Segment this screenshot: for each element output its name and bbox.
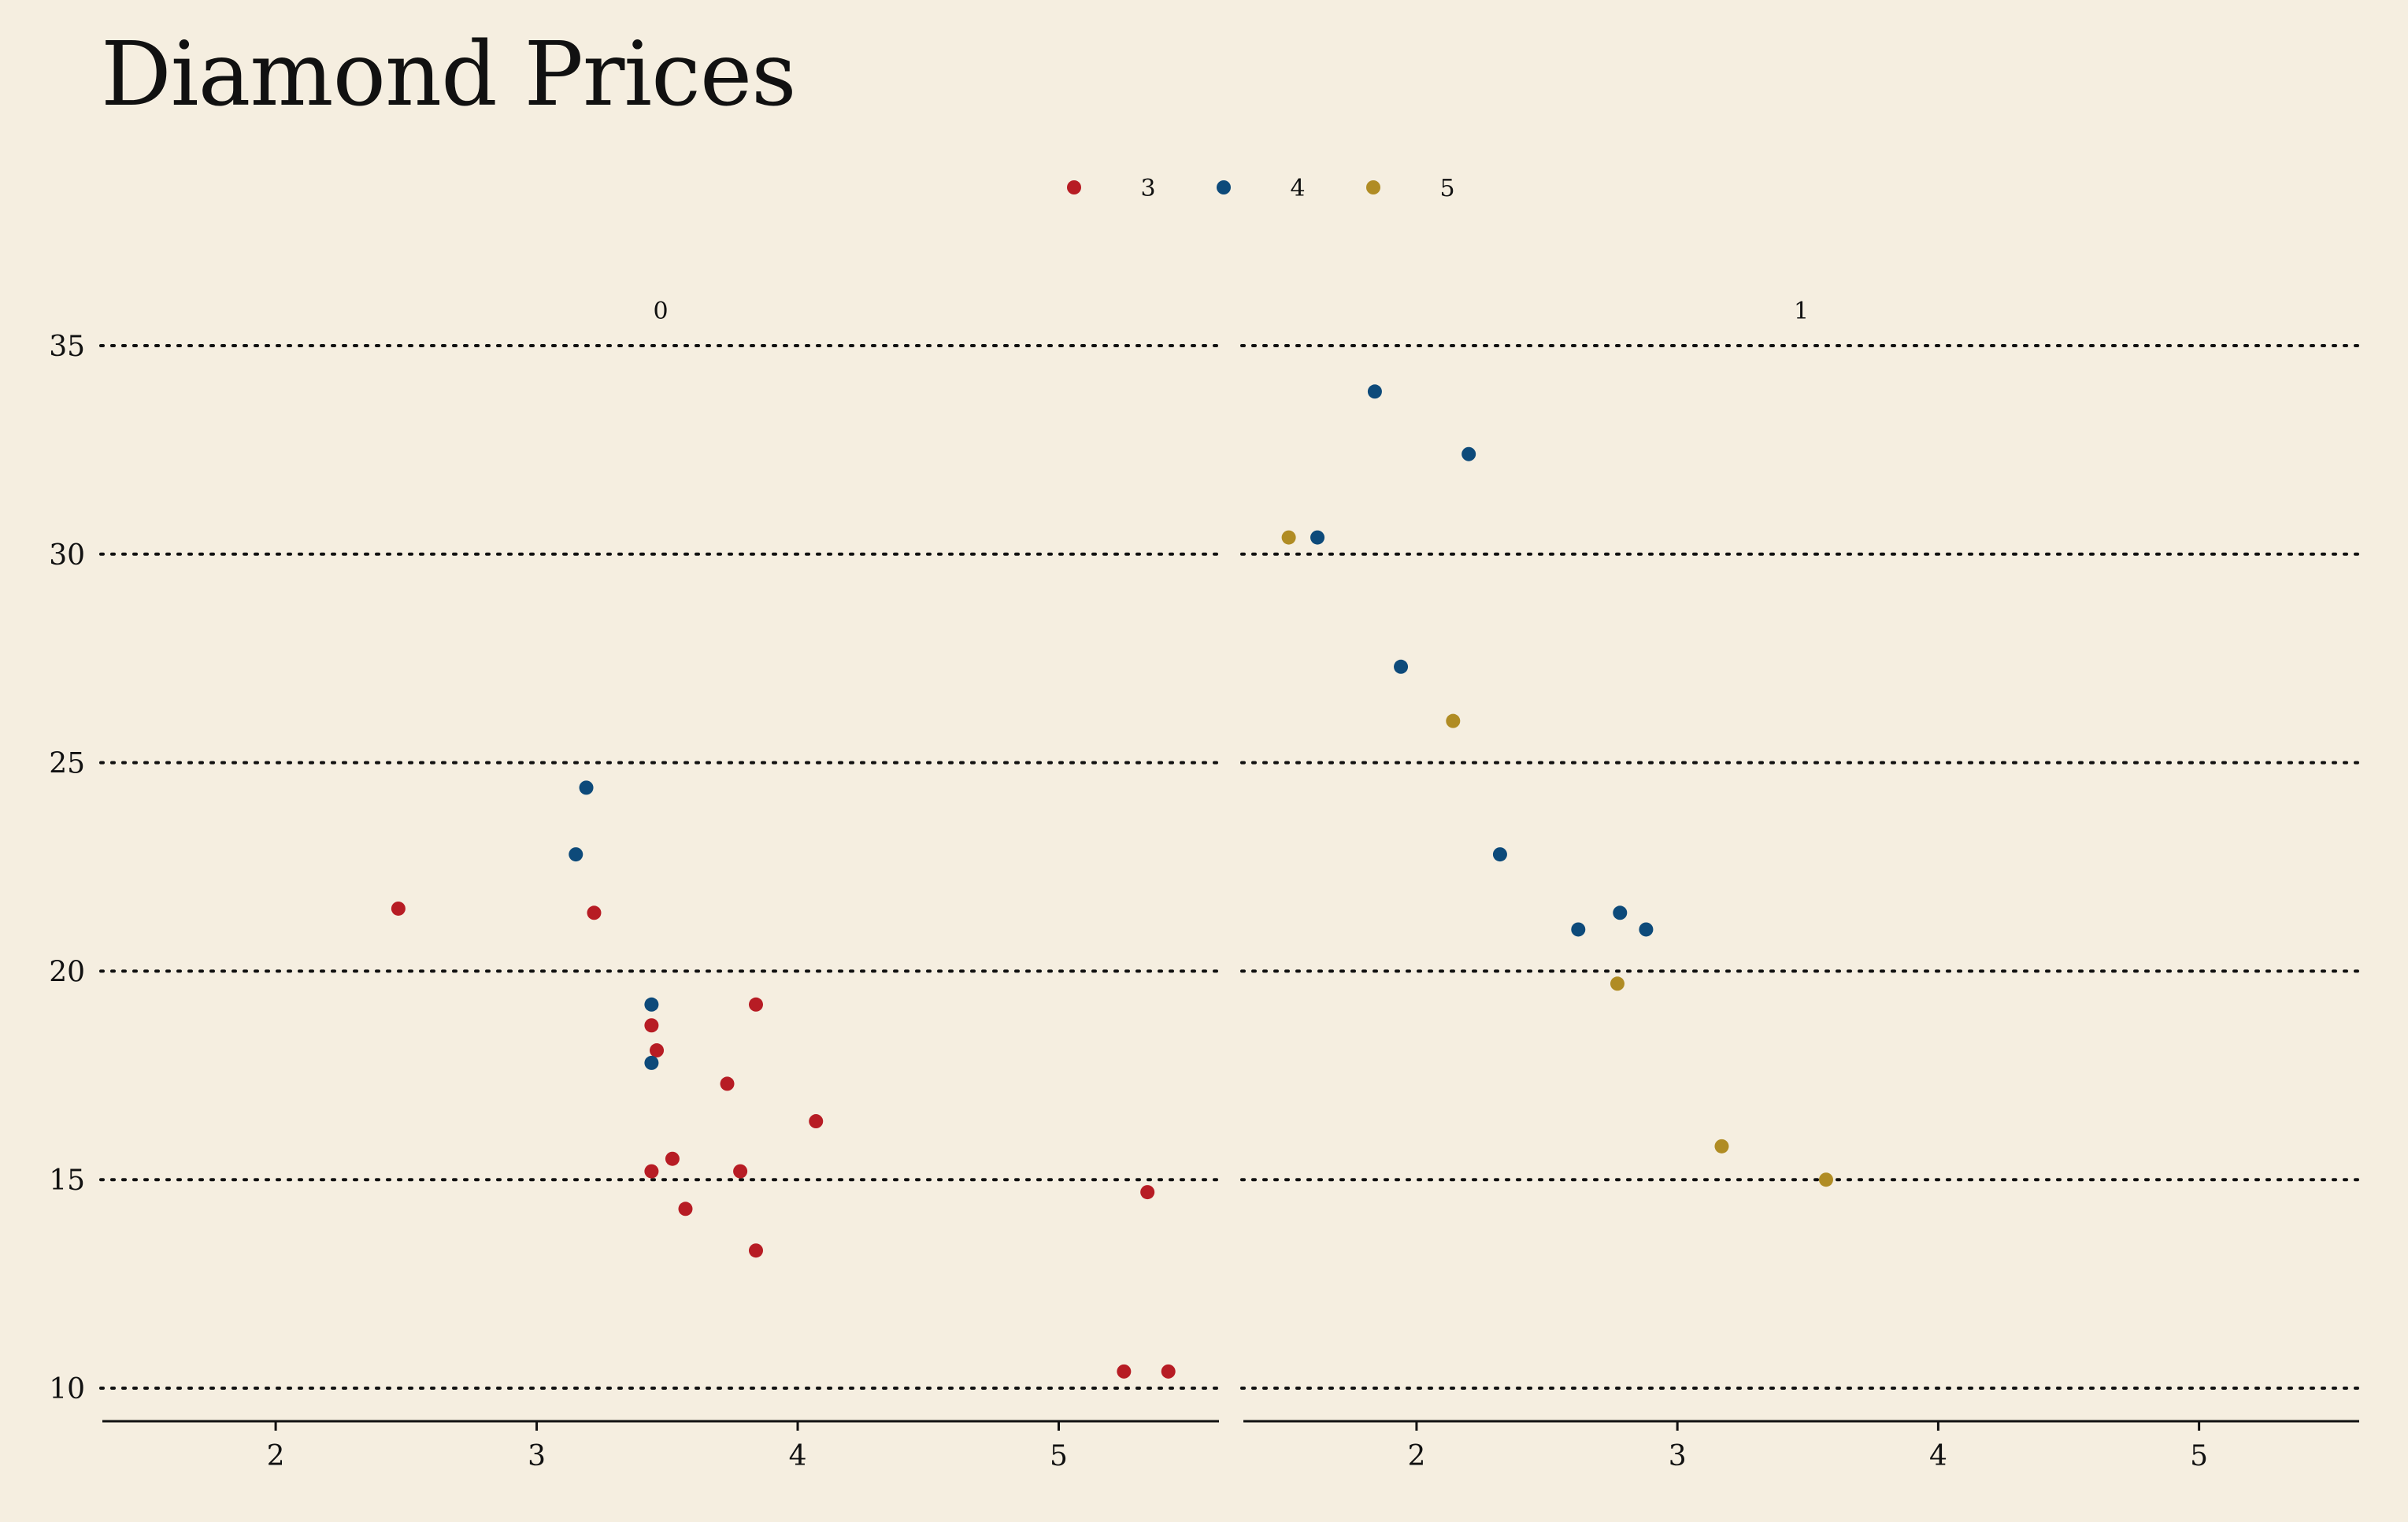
y-tick-label: 30: [49, 539, 85, 572]
data-point-group-5: [1610, 976, 1624, 991]
data-point-group-4: [644, 1055, 659, 1070]
data-point-group-5: [1446, 713, 1461, 728]
legend-label: 5: [1439, 175, 1454, 202]
x-tick-label: 5: [1050, 1440, 1068, 1472]
data-point-group-4: [1310, 530, 1325, 545]
x-tick-label: 4: [1929, 1440, 1947, 1472]
x-tick-label: 2: [267, 1440, 285, 1472]
data-point-group-3: [748, 997, 763, 1012]
data-point-group-5: [1714, 1139, 1729, 1154]
axes: 10 15 20 25 30 35 2 3 4 5 0 2 3 4 5 1: [49, 298, 2359, 1472]
x-tick-label: 3: [528, 1440, 546, 1472]
y-tick-label: 10: [49, 1373, 85, 1405]
y-tick-label: 20: [49, 956, 85, 988]
x-tick-label: 3: [1669, 1440, 1687, 1472]
data-point-group-4: [569, 847, 583, 862]
facet-label: 1: [1794, 298, 1809, 325]
legend-marker: [1217, 180, 1231, 194]
data-point-group-3: [587, 905, 602, 920]
data-point-group-3: [809, 1114, 824, 1129]
data-point-group-3: [733, 1164, 748, 1179]
data-point-group-4: [1571, 922, 1586, 937]
legend: 3 4 5: [1067, 175, 1455, 202]
x-tick-label: 4: [789, 1440, 807, 1472]
data-points: [391, 384, 1833, 1379]
legend-marker: [1366, 180, 1380, 194]
data-point-group-4: [644, 997, 659, 1012]
data-point-group-3: [678, 1202, 693, 1216]
gridlines: [99, 344, 2362, 1390]
x-tick-label: 2: [1407, 1440, 1425, 1472]
legend-label: 3: [1140, 175, 1155, 202]
data-point-group-3: [391, 901, 406, 916]
data-point-group-4: [1461, 446, 1476, 461]
data-point-group-4: [1394, 659, 1409, 674]
data-point-group-4: [579, 780, 594, 795]
data-point-group-3: [1161, 1364, 1176, 1379]
legend-label: 4: [1290, 175, 1305, 202]
chart-title: Diamond Prices: [101, 24, 797, 126]
y-tick-label: 25: [49, 748, 85, 780]
data-point-group-4: [1367, 384, 1382, 399]
facet-label: 0: [653, 298, 668, 325]
data-point-group-3: [644, 1018, 659, 1033]
data-point-group-4: [1492, 847, 1507, 862]
y-tick-label: 15: [49, 1165, 85, 1197]
x-tick-label: 5: [2190, 1440, 2208, 1472]
data-point-group-4: [1639, 922, 1654, 937]
data-point-group-3: [748, 1243, 763, 1258]
data-point-group-5: [1818, 1172, 1833, 1187]
data-point-group-3: [644, 1164, 659, 1179]
data-point-group-5: [1281, 530, 1296, 545]
y-tick-label: 35: [49, 331, 85, 363]
data-point-group-4: [1613, 905, 1628, 920]
data-point-group-3: [720, 1076, 735, 1091]
data-point-group-3: [1117, 1364, 1132, 1379]
data-point-group-3: [650, 1043, 665, 1058]
data-point-group-3: [665, 1151, 680, 1166]
legend-marker: [1067, 180, 1081, 194]
data-point-group-3: [1140, 1185, 1155, 1200]
